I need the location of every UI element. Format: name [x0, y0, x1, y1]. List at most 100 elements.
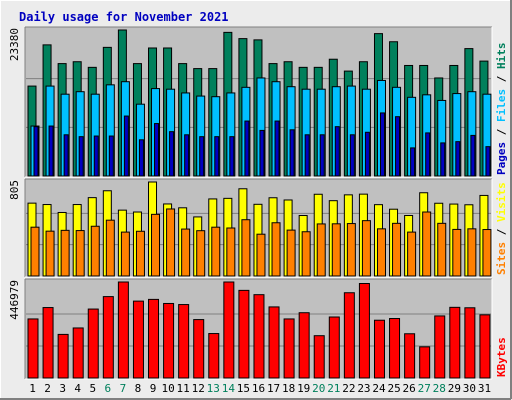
bar-sites-day-23 — [361, 220, 371, 277]
legend-files: Files — [495, 89, 508, 122]
bar-sites-day-8 — [135, 230, 145, 277]
bar-kbytes-day-1 — [27, 318, 39, 379]
bar-kbytes-day-7 — [117, 281, 129, 379]
x-tick-label: 5 — [89, 382, 96, 395]
bar-sites-day-6 — [105, 219, 115, 277]
bar-kbytes-day-28 — [434, 315, 446, 379]
bar-pages-day-29 — [455, 141, 461, 177]
bar-kbytes-day-8 — [132, 300, 144, 379]
bar-pages-day-22 — [349, 134, 355, 177]
panel-legend: KBytes — [495, 337, 508, 377]
bar-pages-day-17 — [274, 120, 280, 177]
bar-sites-day-1 — [30, 226, 40, 277]
bar-kbytes-day-24 — [373, 319, 385, 379]
bar-pages-day-14 — [229, 136, 235, 177]
bar-sites-day-9 — [151, 213, 161, 277]
bar-sites-day-3 — [60, 229, 70, 277]
bar-pages-day-1 — [33, 126, 39, 177]
panel-legend: Sites / Visits — [495, 182, 508, 275]
x-tick-label: 28 — [433, 382, 446, 395]
x-tick-label: 24 — [372, 382, 386, 395]
bar-pages-day-10 — [169, 131, 175, 177]
bar-kbytes-day-26 — [404, 333, 416, 379]
bar-sites-day-2 — [45, 230, 55, 277]
panel-legend: Pages / Files / Hits — [495, 43, 508, 176]
x-tick-label: 13 — [207, 382, 220, 395]
x-tick-label: 22 — [342, 382, 355, 395]
x-tick-label: 20 — [312, 382, 325, 395]
bar-pages-day-4 — [78, 136, 84, 177]
x-axis-labels: 1 2 3 4 5 6 7 8 9 10 11 12 13 14 15 16 17 18 19 20 21 22 23 24 2… — [29, 382, 491, 395]
bar-pages-day-12 — [199, 136, 205, 177]
bar-kbytes-day-15 — [238, 289, 250, 379]
x-tick-label: 30 — [463, 382, 476, 395]
x-tick-label: 7 — [120, 382, 127, 395]
bar-pages-day-18 — [289, 129, 295, 177]
bar-kbytes-day-23 — [358, 282, 370, 379]
bar-sites-day-16 — [256, 233, 266, 277]
bar-pages-day-9 — [154, 123, 160, 177]
y-max-label: 805 — [8, 180, 21, 200]
bar-sites-day-29 — [452, 228, 462, 277]
bar-sites-day-15 — [241, 219, 251, 277]
bar-sites-day-25 — [392, 222, 402, 277]
bar-sites-day-17 — [271, 222, 281, 277]
bar-pages-day-7 — [123, 115, 129, 177]
bar-kbytes-day-16 — [253, 294, 265, 379]
bar-pages-day-21 — [334, 126, 340, 177]
bar-kbytes-day-27 — [419, 346, 431, 379]
x-tick-label: 12 — [192, 382, 205, 395]
bar-kbytes-day-2 — [42, 307, 54, 379]
bar-kbytes-day-5 — [87, 308, 99, 379]
bar-sites-day-19 — [301, 231, 311, 277]
x-tick-label: 17 — [267, 382, 280, 395]
x-tick-label: 29 — [448, 382, 461, 395]
bar-sites-day-13 — [211, 226, 221, 277]
x-tick-label: 3 — [59, 382, 66, 395]
bar-kbytes-day-30 — [464, 307, 476, 379]
bar-pages-day-27 — [425, 132, 431, 177]
bar-kbytes-day-13 — [208, 333, 220, 379]
y-max-label: 23380 — [8, 28, 21, 61]
bar-sites-day-22 — [346, 223, 356, 277]
legend-pages: Pages — [495, 142, 508, 175]
x-tick-label: 26 — [403, 382, 416, 395]
bar-kbytes-day-14 — [223, 281, 235, 379]
bar-sites-day-4 — [75, 230, 85, 277]
legend-separator: / — [495, 69, 508, 89]
bar-pages-day-16 — [259, 129, 265, 177]
x-tick-label: 6 — [105, 382, 112, 395]
x-tick-label: 2 — [44, 382, 51, 395]
bar-pages-day-24 — [379, 112, 385, 177]
bar-kbytes-day-22 — [343, 292, 355, 379]
x-tick-label: 15 — [237, 382, 250, 395]
bar-kbytes-day-20 — [313, 335, 325, 379]
bar-pages-day-30 — [470, 134, 476, 177]
bar-sites-day-24 — [376, 228, 386, 277]
bar-pages-day-8 — [138, 139, 144, 177]
bar-kbytes-day-18 — [283, 318, 295, 379]
legend-hits: Hits — [495, 43, 508, 70]
x-tick-label: 11 — [177, 382, 190, 395]
bar-kbytes-day-11 — [178, 304, 190, 379]
bar-kbytes-day-31 — [479, 314, 491, 379]
panel-kbytes: 446979 KBytes — [8, 278, 508, 380]
x-tick-label: 31 — [478, 382, 491, 395]
bar-sites-day-20 — [316, 223, 326, 277]
bar-pages-day-5 — [93, 135, 99, 177]
bar-kbytes-day-21 — [328, 316, 340, 379]
bar-sites-day-31 — [482, 229, 492, 277]
bar-sites-day-7 — [120, 231, 130, 277]
panel-usage: 23380 Pages / Files / Hits — [8, 26, 508, 178]
bar-kbytes-day-4 — [72, 327, 84, 379]
x-tick-label: 14 — [222, 382, 236, 395]
bar-kbytes-day-6 — [102, 296, 114, 379]
legend-separator: / — [495, 122, 508, 142]
x-tick-label: 21 — [327, 382, 340, 395]
bar-pages-day-31 — [485, 146, 491, 177]
bar-sites-day-14 — [226, 227, 236, 277]
bar-sites-day-11 — [181, 228, 191, 277]
bar-pages-day-2 — [48, 125, 54, 177]
bar-pages-day-3 — [63, 134, 69, 177]
bar-pages-day-11 — [184, 134, 190, 177]
